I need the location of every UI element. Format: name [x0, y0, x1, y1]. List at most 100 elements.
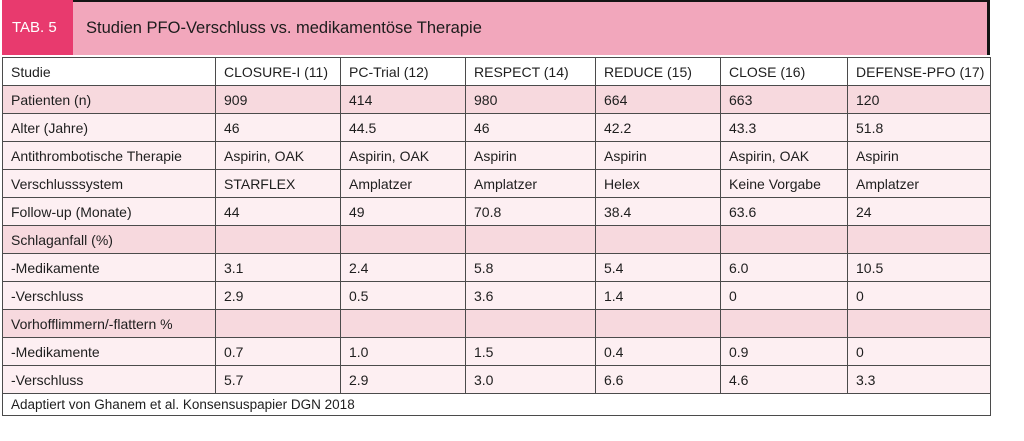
table-row: Vorhofflimmern/-flattern % [2, 309, 991, 338]
table-cell: Aspirin [595, 141, 721, 170]
table-title-bar: Studien PFO-Verschluss vs. medikamentöse… [73, 0, 990, 55]
table-row: -Verschluss 5.7 2.9 3.0 6.6 4.6 3.3 [2, 365, 991, 394]
table-cell: STARFLEX [215, 169, 341, 198]
table-cell: Amplatzer [465, 169, 596, 198]
table-cell [340, 309, 466, 338]
table-row: Verschlusssystem STARFLEX Amplatzer Amplatz… [2, 169, 991, 198]
table-cell: 24 [847, 197, 991, 226]
table-cell [847, 225, 991, 254]
table-row: Antithrombotische Therapie Aspirin, OAK As… [2, 141, 991, 170]
table-cell: Amplatzer [340, 169, 466, 198]
table-row: -Medikamente 3.1 2.4 5.8 5.4 6.0 10.5 [2, 253, 991, 282]
row-label: Alter (Jahre) [2, 113, 216, 142]
table-cell: 120 [847, 85, 991, 114]
table-cell: 46 [215, 113, 341, 142]
column-header-row: Studie CLOSURE-I (11) PC-Trial (12) RESP… [2, 57, 991, 86]
table-row: -Verschluss 2.9 0.5 3.6 1.4 0 0 [2, 281, 991, 310]
table-cell [595, 225, 721, 254]
table-cell: Helex [595, 169, 721, 198]
table-cell: 909 [215, 85, 341, 114]
table-cell: 0.9 [720, 337, 848, 366]
table-cell: 44 [215, 197, 341, 226]
table-cell: 2.4 [340, 253, 466, 282]
table-cell: 44.5 [340, 113, 466, 142]
table-cell: 51.8 [847, 113, 991, 142]
column-header: DEFENSE-PFO (17) [847, 57, 991, 86]
column-header: CLOSE (16) [720, 57, 848, 86]
table-cell [720, 225, 848, 254]
table-cell: 664 [595, 85, 721, 114]
column-header: PC-Trial (12) [340, 57, 466, 86]
table-body: Patienten (n) 909 414 980 664 663 120 Alter (Ja… [2, 85, 991, 394]
table-cell: Aspirin, OAK [720, 141, 848, 170]
column-header: REDUCE (15) [595, 57, 721, 86]
row-label: Antithrombotische Therapie [2, 141, 216, 170]
table-cell: Aspirin [465, 141, 596, 170]
tab-number-box: TAB. 5 [2, 0, 73, 55]
table-cell: 0 [847, 281, 991, 310]
table-cell: Aspirin [847, 141, 991, 170]
table-cell: 414 [340, 85, 466, 114]
table-cell: 1.4 [595, 281, 721, 310]
table-cell [465, 225, 596, 254]
table-cell [595, 309, 721, 338]
row-label: -Verschluss [2, 365, 216, 394]
table-cell [847, 309, 991, 338]
row-label: Follow-up (Monate) [2, 197, 216, 226]
source-note: Adaptiert von Ghanem et al. Konsensuspap… [2, 393, 991, 416]
table-title: Studien PFO-Verschluss vs. medikamentöse… [86, 19, 482, 37]
table-cell: 663 [720, 85, 848, 114]
table-cell: 38.4 [595, 197, 721, 226]
table-cell: 0.7 [215, 337, 341, 366]
table-cell: 43.3 [720, 113, 848, 142]
table-cell [720, 309, 848, 338]
table-cell: 3.3 [847, 365, 991, 394]
table-cell: 5.4 [595, 253, 721, 282]
table-cell: 2.9 [340, 365, 466, 394]
table-cell: 980 [465, 85, 596, 114]
row-label: Schlaganfall (%) [2, 225, 216, 254]
table-cell: 2.9 [215, 281, 341, 310]
table-cell: 6.0 [720, 253, 848, 282]
table-cell: 0 [847, 337, 991, 366]
table-cell [215, 309, 341, 338]
table-cell: 3.1 [215, 253, 341, 282]
table-cell: 5.8 [465, 253, 596, 282]
row-label: -Medikamente [2, 337, 216, 366]
table-row: -Medikamente 0.7 1.0 1.5 0.4 0.9 0 [2, 337, 991, 366]
table-cell: 0.5 [340, 281, 466, 310]
table-cell: Aspirin, OAK [340, 141, 466, 170]
table-figure: TAB. 5 Studien PFO-Verschluss vs. medika… [2, 0, 991, 416]
row-label: Vorhofflimmern/-flattern % [2, 309, 216, 338]
table-cell: 46 [465, 113, 596, 142]
row-label: -Medikamente [2, 253, 216, 282]
studies-table: Studie CLOSURE-I (11) PC-Trial (12) RESP… [2, 57, 991, 416]
table-cell: 3.6 [465, 281, 596, 310]
table-cell: 0.4 [595, 337, 721, 366]
column-header: RESPECT (14) [465, 57, 596, 86]
table-cell: 5.7 [215, 365, 341, 394]
table-cell [340, 225, 466, 254]
table-cell: Keine Vorgabe [720, 169, 848, 198]
table-cell [465, 309, 596, 338]
column-header: CLOSURE-I (11) [215, 57, 341, 86]
table-cell: 70.8 [465, 197, 596, 226]
table-row: Follow-up (Monate) 44 49 70.8 38.4 63.6 24 [2, 197, 991, 226]
table-cell: 1.0 [340, 337, 466, 366]
title-band: TAB. 5 Studien PFO-Verschluss vs. medika… [2, 0, 990, 55]
table-row: Patienten (n) 909 414 980 664 663 120 [2, 85, 991, 114]
footer-row: Adaptiert von Ghanem et al. Konsensuspap… [2, 393, 991, 416]
table-cell: Aspirin, OAK [215, 141, 341, 170]
table-cell: 4.6 [720, 365, 848, 394]
table-cell: 3.0 [465, 365, 596, 394]
row-label: -Verschluss [2, 281, 216, 310]
column-header: Studie [2, 57, 216, 86]
row-label: Patienten (n) [2, 85, 216, 114]
table-row: Schlaganfall (%) [2, 225, 991, 254]
table-cell: 6.6 [595, 365, 721, 394]
table-cell: 1.5 [465, 337, 596, 366]
tab-number-label: TAB. 5 [12, 19, 57, 36]
table-cell: 49 [340, 197, 466, 226]
table-cell: 10.5 [847, 253, 991, 282]
table-cell: 63.6 [720, 197, 848, 226]
